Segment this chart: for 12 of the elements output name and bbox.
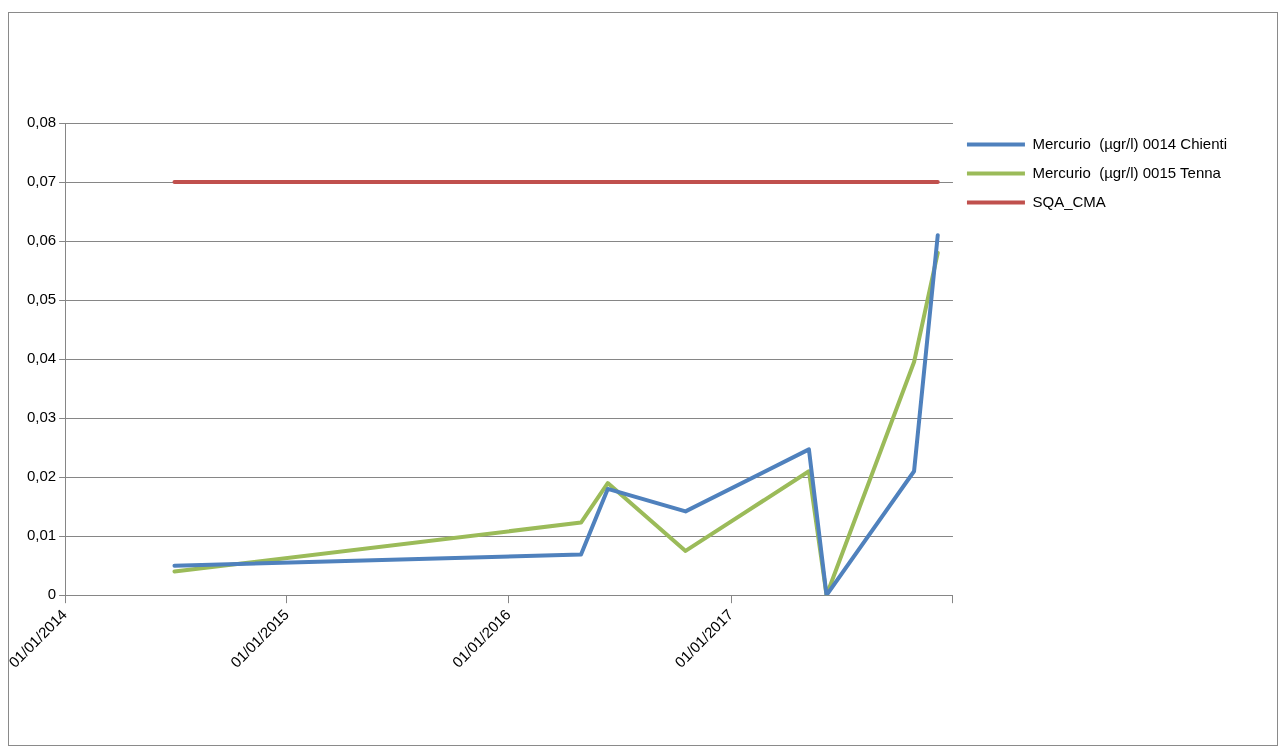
legend-label: SQA_CMA bbox=[1032, 192, 1106, 210]
y-tick-label: 0,08 bbox=[26, 113, 57, 131]
y-tick-label: 0,05 bbox=[26, 290, 57, 308]
legend-label: Mercurio (µgr/l) 0015 Tenna bbox=[1032, 163, 1222, 181]
y-tick-label: 0,01 bbox=[26, 526, 57, 544]
y-tick-label: 0,06 bbox=[26, 231, 57, 249]
y-tick-label: 0 bbox=[47, 585, 57, 603]
legend-label: Mercurio (µgr/l) 0014 Chienti bbox=[1032, 134, 1227, 152]
y-tick-label: 0,02 bbox=[26, 467, 57, 485]
y-tick-label: 0,03 bbox=[26, 408, 57, 426]
y-tick-label: 0,04 bbox=[26, 349, 57, 367]
y-tick-label: 0,07 bbox=[26, 172, 57, 190]
